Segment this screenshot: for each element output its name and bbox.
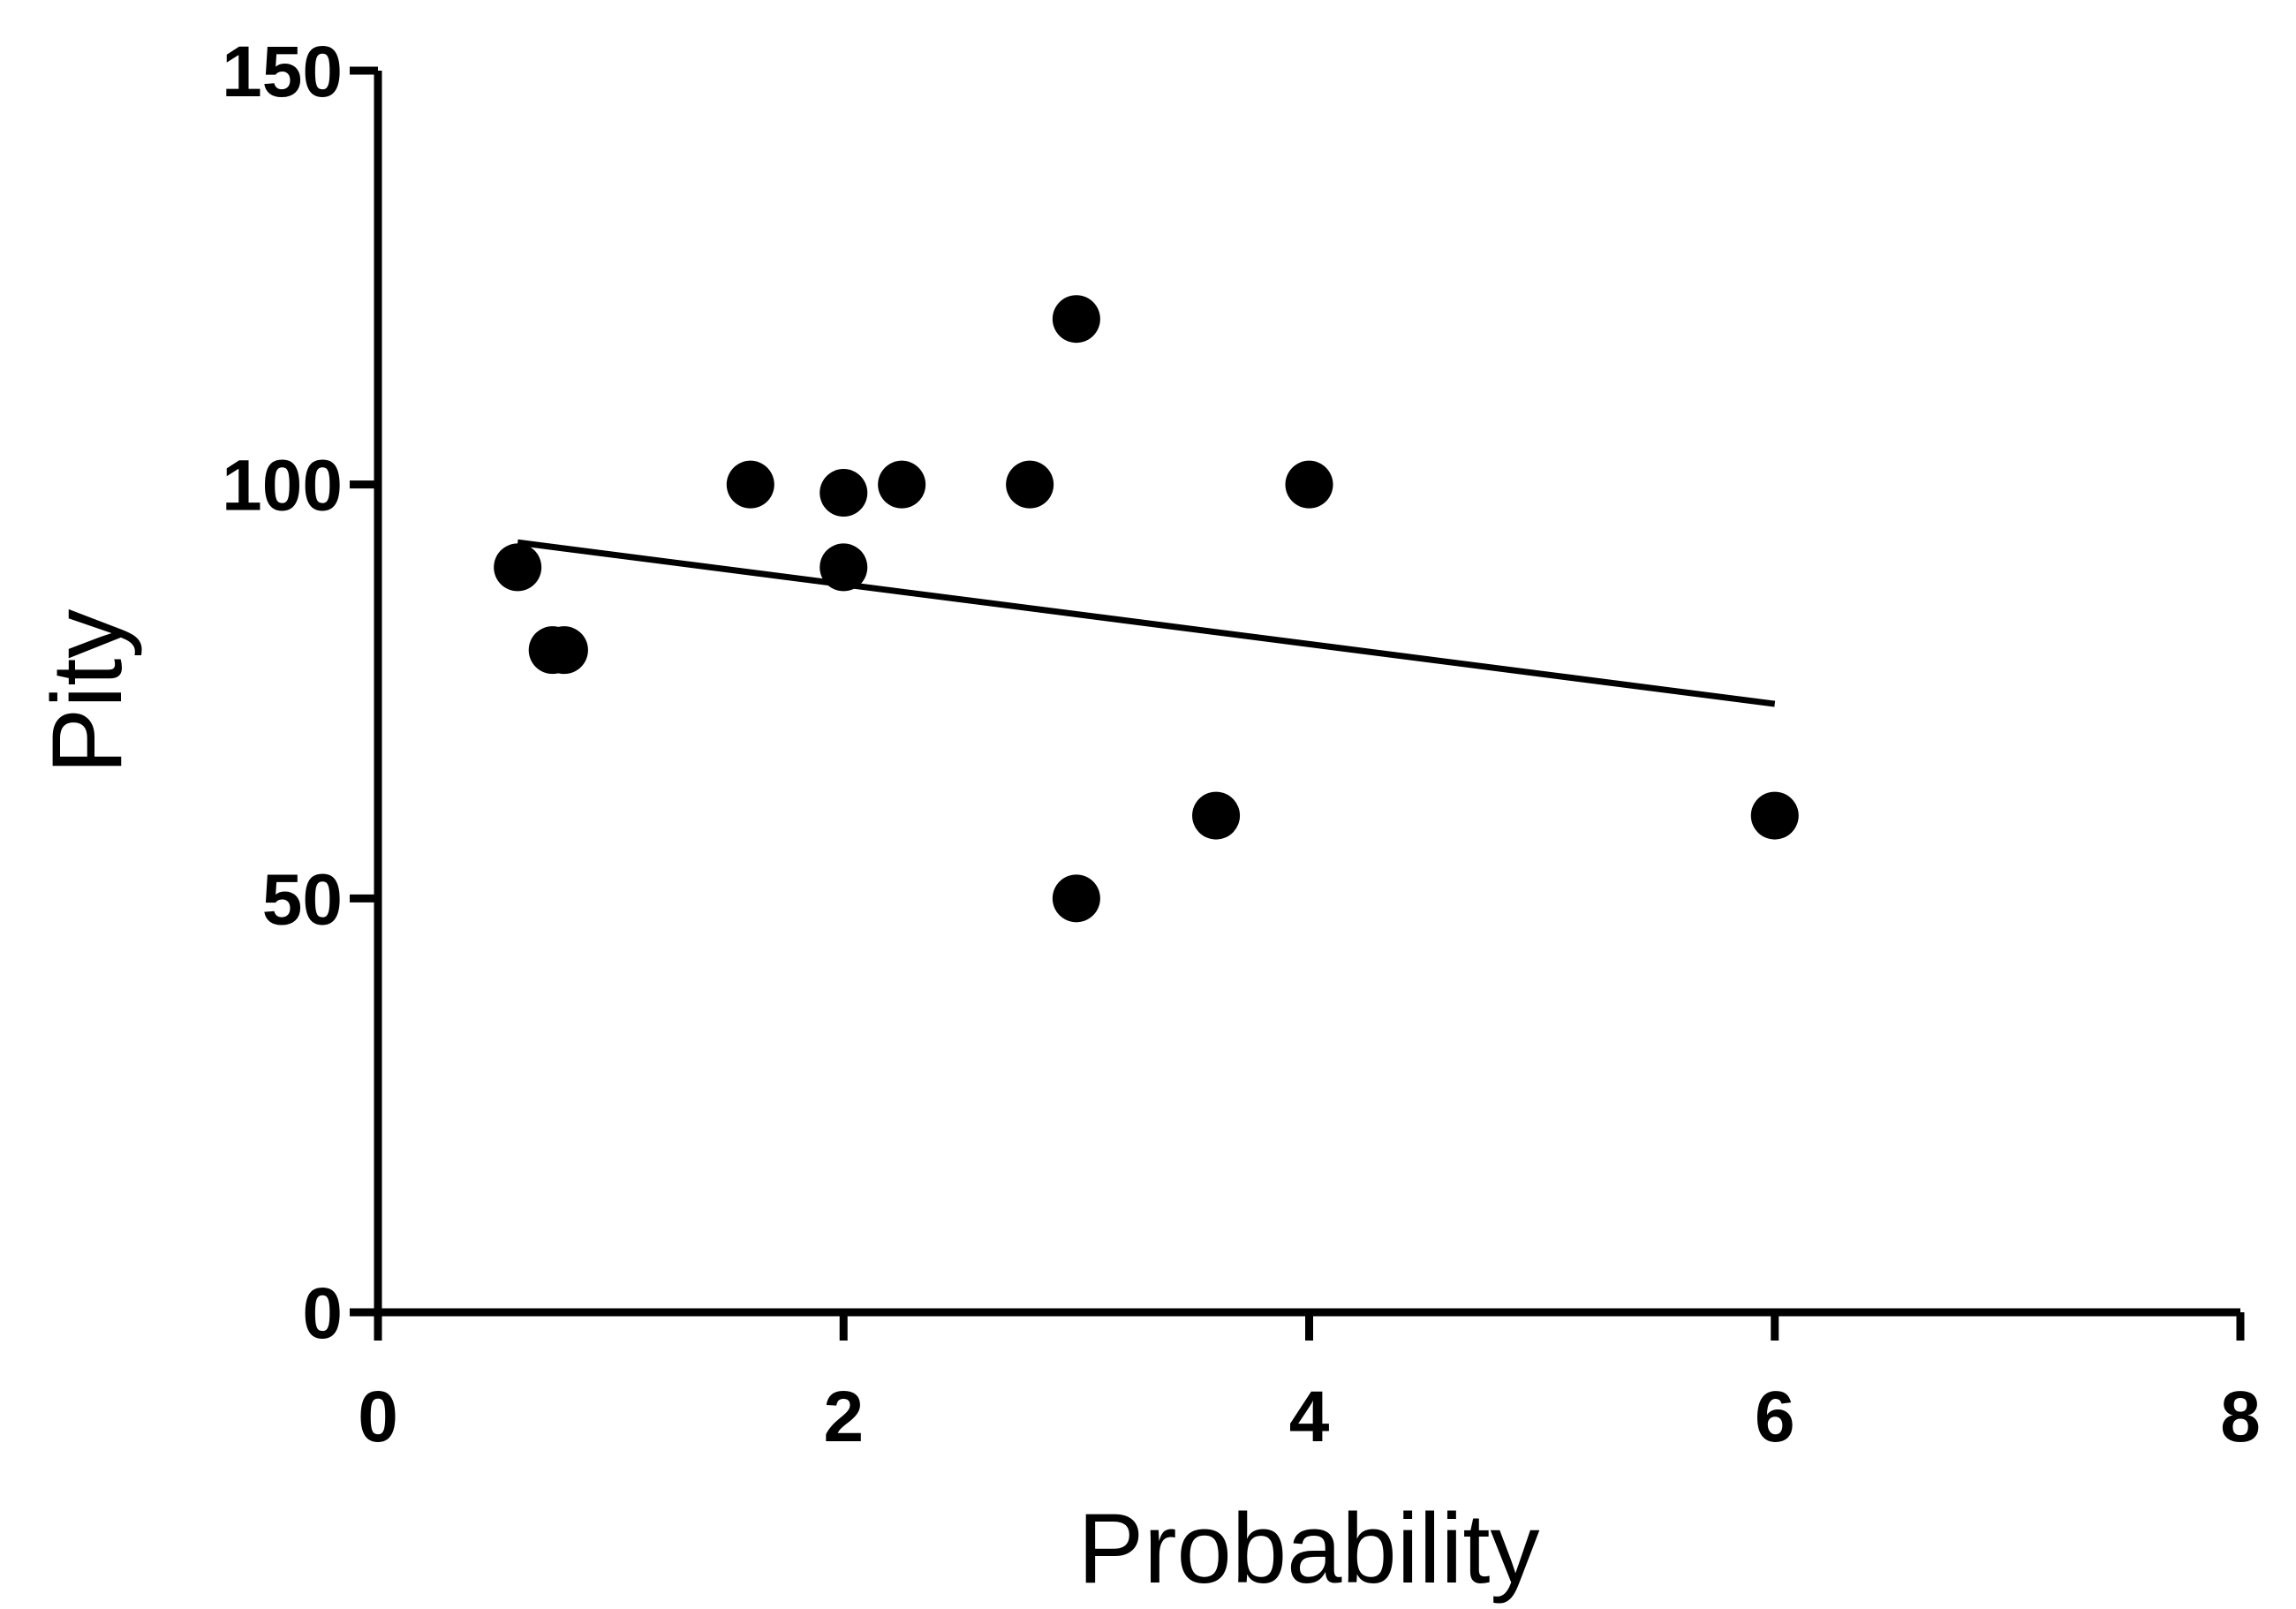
x-tick-label: 4 bbox=[1289, 1377, 1330, 1457]
data-point bbox=[1285, 460, 1333, 509]
x-axis-label: Probability bbox=[1078, 1493, 1540, 1604]
x-tick-label: 6 bbox=[1755, 1377, 1795, 1457]
data-point bbox=[819, 469, 868, 517]
data-points bbox=[494, 295, 1799, 923]
data-point bbox=[1006, 460, 1054, 509]
y-tick-label: 150 bbox=[222, 32, 343, 112]
data-point bbox=[540, 626, 588, 675]
ticks: 0 2 4 6 8 0 50 100 150 bbox=[222, 32, 2261, 1457]
axes bbox=[374, 71, 2240, 1317]
data-point bbox=[1750, 791, 1799, 840]
data-point bbox=[1052, 874, 1100, 923]
data-point bbox=[494, 543, 542, 592]
x-tick-label: 8 bbox=[2220, 1377, 2261, 1457]
data-point bbox=[819, 543, 868, 592]
data-point bbox=[1192, 791, 1241, 840]
data-point bbox=[878, 460, 926, 509]
y-tick-label: 50 bbox=[262, 859, 343, 940]
data-point bbox=[726, 460, 774, 509]
data-point bbox=[1052, 295, 1100, 344]
y-tick-label: 0 bbox=[302, 1273, 343, 1354]
regression-line bbox=[517, 539, 1776, 707]
y-axis-label: Pity bbox=[32, 609, 142, 774]
y-tick-label: 100 bbox=[222, 446, 343, 526]
axis-labels: Probability Pity bbox=[32, 609, 1539, 1604]
x-tick-label: 0 bbox=[358, 1377, 398, 1457]
x-tick-label: 2 bbox=[823, 1377, 864, 1457]
regression-line-layer bbox=[517, 539, 1776, 707]
